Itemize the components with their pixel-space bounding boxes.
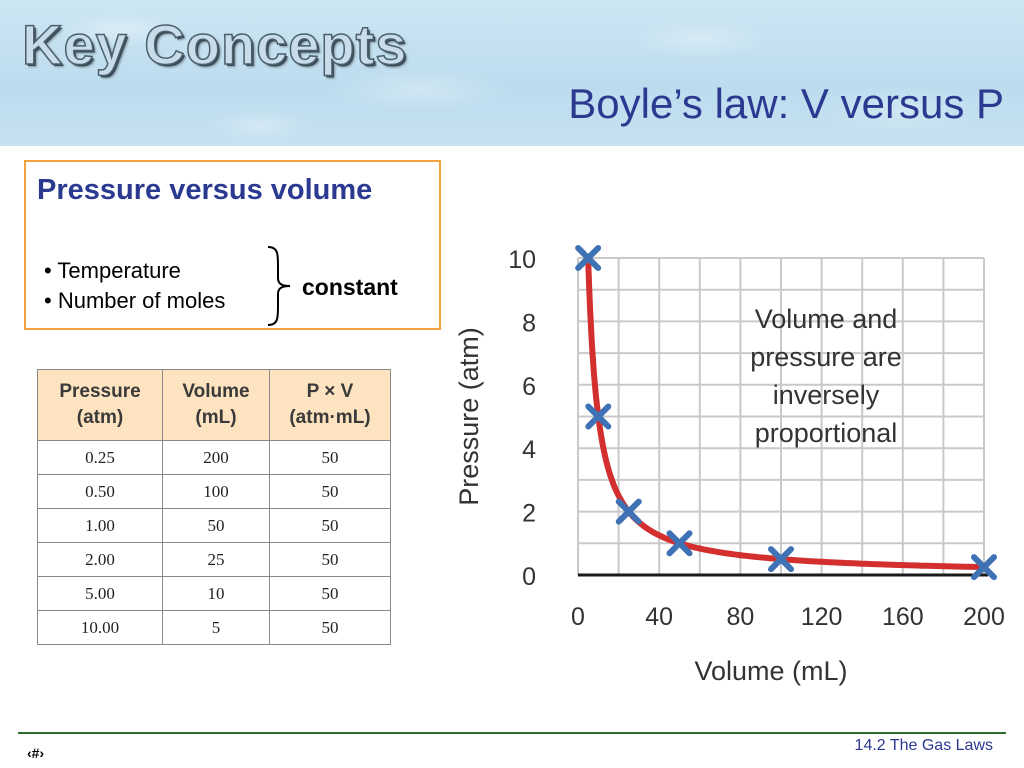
y-tick-label: 6: [522, 373, 536, 401]
bullet-moles: • Number of moles: [44, 288, 226, 313]
cell-volume: 5: [162, 610, 270, 645]
annotation-text: inversely: [773, 380, 880, 410]
cell-pressure: 0.25: [37, 440, 163, 475]
cell-volume: 10: [162, 576, 270, 611]
x-marker-stroke: [615, 498, 642, 525]
cell-volume: 100: [162, 474, 270, 509]
table-row: 1.00 50 50: [37, 508, 391, 543]
cell-pv: 50: [269, 610, 391, 645]
cell-pressure: 5.00: [37, 576, 163, 611]
data-point-marker: [768, 546, 794, 573]
annotation-text: pressure are: [750, 342, 902, 372]
cell-pv: 50: [269, 440, 391, 475]
x-tick-label: 40: [645, 603, 673, 631]
cell-volume: 200: [162, 440, 270, 475]
x-axis-label: Volume (mL): [694, 656, 847, 686]
header-pressure-line2: (atm): [76, 407, 124, 428]
x-marker-stroke: [971, 554, 997, 581]
table-row: 5.00 10 50: [37, 576, 391, 611]
data-point-marker: [585, 403, 612, 430]
pressure-volume-table: Pressure (atm) Volume (mL) P × V (atm·mL…: [37, 369, 391, 645]
x-tick-label: 200: [963, 603, 1005, 631]
header-pv-line1: P × V: [306, 381, 354, 402]
x-tick-label: 160: [882, 603, 924, 631]
footer-section-label: 14.2 The Gas Laws: [854, 737, 993, 754]
page-number: ‹#›: [27, 745, 45, 761]
x-tick-label: 120: [801, 603, 843, 631]
data-point-marker: [971, 554, 997, 581]
footer-divider: [18, 732, 1006, 734]
cell-pv: 50: [269, 474, 391, 509]
table-row: 10.00 5 50: [37, 610, 391, 645]
y-tick-label: 2: [522, 500, 536, 528]
cell-pressure: 10.00: [37, 610, 163, 645]
inverse-curve-line: [585, 255, 987, 571]
constant-label: constant: [302, 274, 398, 300]
cell-pressure: 2.00: [37, 542, 163, 577]
header-pressure-line1: Pressure: [59, 381, 141, 402]
x-marker-stroke: [575, 245, 602, 271]
cell-pressure: 1.00: [37, 508, 163, 543]
header-volume-line1: Volume: [182, 381, 250, 402]
header-pv-line2: (atm·mL): [289, 407, 371, 428]
data-point-marker: [666, 530, 693, 557]
x-marker-stroke: [768, 546, 794, 573]
data-point-marker: [575, 245, 602, 271]
x-marker-stroke: [585, 403, 612, 430]
x-tick-label: 0: [571, 603, 585, 631]
cell-volume: 25: [162, 542, 270, 577]
table-row: 0.25 200 50: [37, 440, 391, 475]
boyle-chart: 0 40 80 120 160 200 0 2 4 6 8 10 Volume (mL) Pressure…: [454, 245, 1005, 686]
section-label: Key Concepts: [21, 12, 408, 77]
conditions-box: Pressure versus volume • Temperature • N…: [24, 160, 441, 330]
curly-brace-icon: [267, 246, 291, 326]
table-row: 2.00 25 50: [37, 542, 391, 577]
cell-pv: 50: [269, 576, 391, 611]
y-tick-label: 8: [522, 309, 536, 337]
header-pv: P × V (atm·mL): [269, 369, 391, 441]
annotation-text: Volume and: [755, 304, 898, 334]
slide-title: Boyle’s law: V versus P: [568, 80, 1004, 127]
x-tick-label: 80: [726, 603, 754, 631]
header-pressure: Pressure (atm): [37, 369, 163, 441]
cell-pressure: 0.50: [37, 474, 163, 509]
y-axis-label: Pressure (atm): [454, 327, 484, 506]
cell-volume: 50: [162, 508, 270, 543]
header-banner: Key Concepts Boyle’s law: V versus P: [0, 0, 1024, 146]
data-point-marker: [615, 498, 642, 525]
bullet-temperature: • Temperature: [44, 258, 181, 283]
header-volume: Volume (mL): [162, 369, 270, 441]
y-tick-label: 4: [522, 436, 536, 464]
x-marker-stroke: [666, 530, 693, 557]
header-volume-line2: (mL): [195, 407, 237, 428]
cell-pv: 50: [269, 508, 391, 543]
annotation-text: proportional: [755, 418, 898, 448]
box-heading: Pressure versus volume: [37, 174, 373, 206]
y-tick-label: 10: [508, 246, 536, 274]
table-row: 0.50 100 50: [37, 474, 391, 509]
table-header-row: Pressure (atm) Volume (mL) P × V (atm·mL…: [37, 369, 391, 441]
y-tick-label: 0: [522, 563, 536, 591]
cell-pv: 50: [269, 542, 391, 577]
